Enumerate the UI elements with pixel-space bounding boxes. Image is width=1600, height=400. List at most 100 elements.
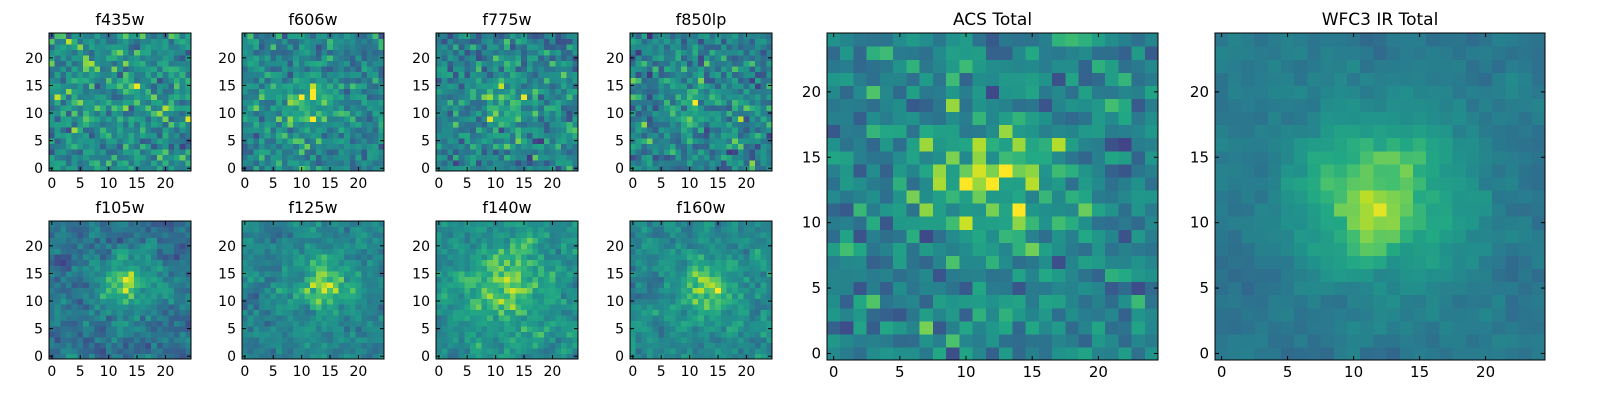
heatmap-cell bbox=[532, 99, 539, 106]
heatmap-cell bbox=[162, 159, 169, 167]
heatmap-cell bbox=[134, 292, 141, 299]
heatmap-cell bbox=[298, 226, 306, 233]
heatmap-cell bbox=[464, 342, 471, 349]
heatmap-cell bbox=[692, 137, 699, 144]
heatmap-cell bbox=[122, 331, 130, 338]
heatmap-cell bbox=[641, 121, 648, 128]
heatmap-cell bbox=[675, 159, 682, 167]
heatmap-cell bbox=[49, 143, 56, 150]
heatmap-cell bbox=[281, 165, 289, 172]
heatmap-cell bbox=[71, 82, 78, 89]
heatmap-cell bbox=[703, 137, 711, 144]
heatmap-cell bbox=[658, 55, 665, 62]
heatmap-cell bbox=[549, 38, 556, 45]
heatmap-cell bbox=[372, 292, 379, 299]
heatmap-cell bbox=[458, 132, 465, 139]
heatmap-cell bbox=[749, 44, 756, 51]
heatmap-cell bbox=[168, 270, 175, 277]
heatmap-cell bbox=[54, 110, 61, 117]
heatmap-cell bbox=[151, 110, 158, 117]
heatmap-cell bbox=[458, 159, 465, 167]
heatmap-cell bbox=[105, 237, 113, 244]
heatmap-cell bbox=[732, 88, 739, 95]
heatmap-cell bbox=[641, 126, 648, 133]
heatmap-cell bbox=[475, 303, 483, 310]
heatmap-cell bbox=[151, 115, 158, 122]
heatmap-cell bbox=[692, 60, 699, 67]
heatmap-cell bbox=[521, 82, 528, 89]
heatmap-cell bbox=[366, 93, 374, 100]
heatmap-cell bbox=[327, 132, 334, 139]
heatmap-cell bbox=[242, 148, 249, 156]
heatmap-cell bbox=[538, 254, 545, 261]
heatmap-cell bbox=[441, 71, 448, 78]
heatmap-cell bbox=[100, 77, 107, 84]
heatmap-cell bbox=[156, 248, 164, 255]
heatmap-cell bbox=[521, 71, 528, 78]
heatmap-cell bbox=[509, 137, 517, 144]
heatmap-cell bbox=[515, 137, 522, 144]
heatmap-cell bbox=[83, 298, 90, 305]
heatmap-cell bbox=[264, 77, 271, 84]
heatmap-cell bbox=[436, 154, 443, 161]
heatmap-cell bbox=[566, 270, 573, 277]
heatmap-cell bbox=[259, 325, 266, 332]
heatmap-cell bbox=[366, 148, 374, 156]
heatmap-cell bbox=[105, 314, 113, 321]
heatmap-cell bbox=[760, 126, 767, 133]
heatmap-cell bbox=[264, 66, 271, 73]
heatmap-cell bbox=[298, 110, 306, 117]
heatmap-cell bbox=[344, 265, 351, 272]
heatmap-cell bbox=[128, 126, 135, 133]
heatmap-cell bbox=[543, 281, 551, 288]
heatmap-cell bbox=[128, 115, 135, 122]
heatmap-cell bbox=[242, 60, 249, 67]
heatmap-cell bbox=[321, 165, 328, 172]
heatmap-cell bbox=[310, 77, 317, 84]
heatmap-cell bbox=[366, 126, 374, 133]
heatmap-cell bbox=[664, 281, 671, 288]
heatmap-cell bbox=[338, 99, 345, 106]
heatmap-cell bbox=[549, 99, 556, 106]
heatmap-cell bbox=[698, 132, 705, 139]
heatmap-cell bbox=[344, 309, 351, 316]
heatmap-cell bbox=[475, 226, 483, 233]
heatmap-cell bbox=[664, 287, 671, 294]
heatmap-cell bbox=[504, 232, 511, 239]
heatmap-cell bbox=[315, 270, 323, 277]
heatmap-cell bbox=[105, 121, 113, 128]
heatmap-cell bbox=[664, 353, 671, 360]
heatmap-cell bbox=[344, 77, 351, 84]
heatmap-cell bbox=[715, 77, 722, 84]
heatmap-cell bbox=[532, 137, 539, 144]
heatmap-cell bbox=[481, 49, 488, 56]
heatmap-cell bbox=[366, 309, 374, 316]
heatmap-cell bbox=[686, 99, 694, 106]
heatmap-cell bbox=[652, 104, 659, 111]
heatmap-cell bbox=[492, 287, 500, 294]
heatmap-cell bbox=[532, 353, 539, 360]
heatmap-cell bbox=[572, 143, 579, 150]
heatmap-cell bbox=[156, 292, 164, 299]
heatmap-cell bbox=[641, 342, 648, 349]
heatmap-cell bbox=[156, 110, 164, 117]
heatmap-cell bbox=[304, 237, 311, 244]
heatmap-cell bbox=[281, 254, 289, 261]
heatmap-cell bbox=[555, 347, 562, 355]
heatmap-cell bbox=[647, 159, 654, 167]
heatmap-cell bbox=[287, 347, 294, 355]
heatmap-cell bbox=[641, 115, 648, 122]
heatmap-cell bbox=[732, 309, 739, 316]
heatmap-cell bbox=[349, 38, 357, 45]
heatmap-cell bbox=[276, 77, 283, 84]
heatmap-cell bbox=[737, 347, 745, 355]
heatmap-cell bbox=[298, 126, 306, 133]
heatmap-cell bbox=[156, 347, 164, 355]
heatmap-cell bbox=[100, 71, 107, 78]
heatmap-cell bbox=[168, 165, 175, 172]
heatmap-cell bbox=[560, 347, 568, 355]
heatmap-cell bbox=[304, 248, 311, 255]
heatmap-cell bbox=[475, 137, 483, 144]
heatmap-cell bbox=[111, 254, 118, 261]
heatmap-cell bbox=[327, 292, 334, 299]
